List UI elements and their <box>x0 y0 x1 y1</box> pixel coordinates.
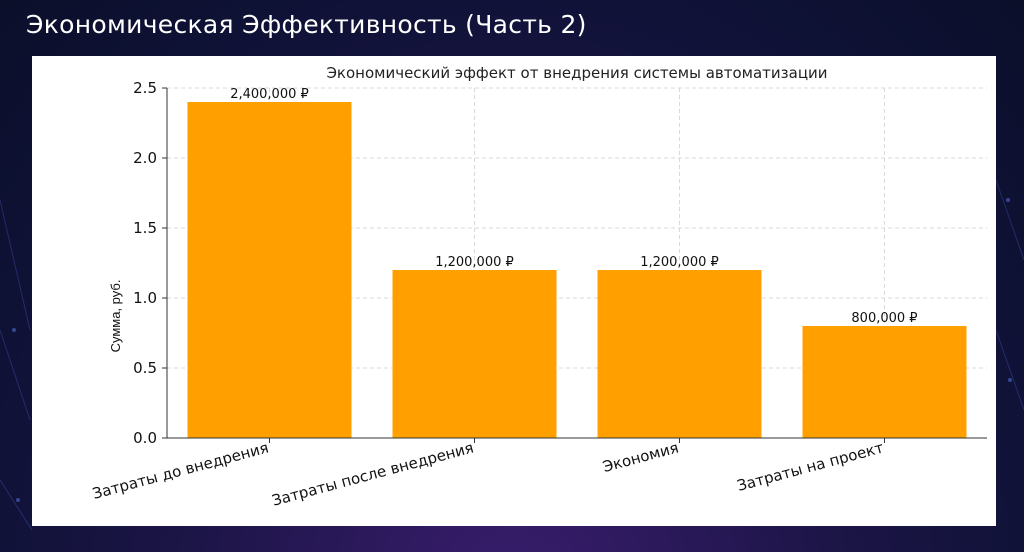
y-tick-label: 0.0 <box>133 429 157 447</box>
axes <box>162 87 987 443</box>
y-tick-label: 2.5 <box>133 79 157 97</box>
data-label: 2,400,000 ₽ <box>230 87 309 102</box>
data-labels: 2,400,000 ₽ 1,200,000 ₽ 1,200,000 ₽ 800,000… <box>230 87 917 326</box>
data-label: 1,200,000 ₽ <box>435 255 514 270</box>
chart-title: Экономический эффект от внедрения систем… <box>326 64 827 82</box>
bars <box>187 102 967 438</box>
bar <box>802 326 967 438</box>
bar <box>597 270 762 438</box>
y-tick-labels: 0.0 0.5 1.0 1.5 2.0 2.5 <box>133 79 157 447</box>
y-tick-label: 1.5 <box>133 219 157 237</box>
data-label: 800,000 ₽ <box>851 311 917 326</box>
y-tick-label: 2.0 <box>133 149 157 167</box>
slide-title: Экономическая Эффективность (Часть 2) <box>26 10 587 39</box>
data-label: 1,200,000 ₽ <box>640 255 719 270</box>
y-axis-label: Сумма, руб. <box>108 280 123 353</box>
x-category-label: Затраты после внедрения <box>270 438 476 509</box>
x-category-label: Затраты на проект <box>735 438 886 495</box>
bar <box>392 270 557 438</box>
bar-chart: Экономический эффект от внедрения систем… <box>91 64 987 510</box>
x-category-labels: Затраты до внедрения Затраты после внедре… <box>91 438 886 509</box>
x-category-label: Экономия <box>601 438 681 476</box>
y-tick-label: 1.0 <box>133 289 157 307</box>
bar <box>187 102 352 438</box>
y-tick-label: 0.5 <box>133 359 157 377</box>
chart-panel: Экономический эффект от внедрения систем… <box>32 56 996 526</box>
x-category-label: Затраты до внедрения <box>91 438 271 502</box>
